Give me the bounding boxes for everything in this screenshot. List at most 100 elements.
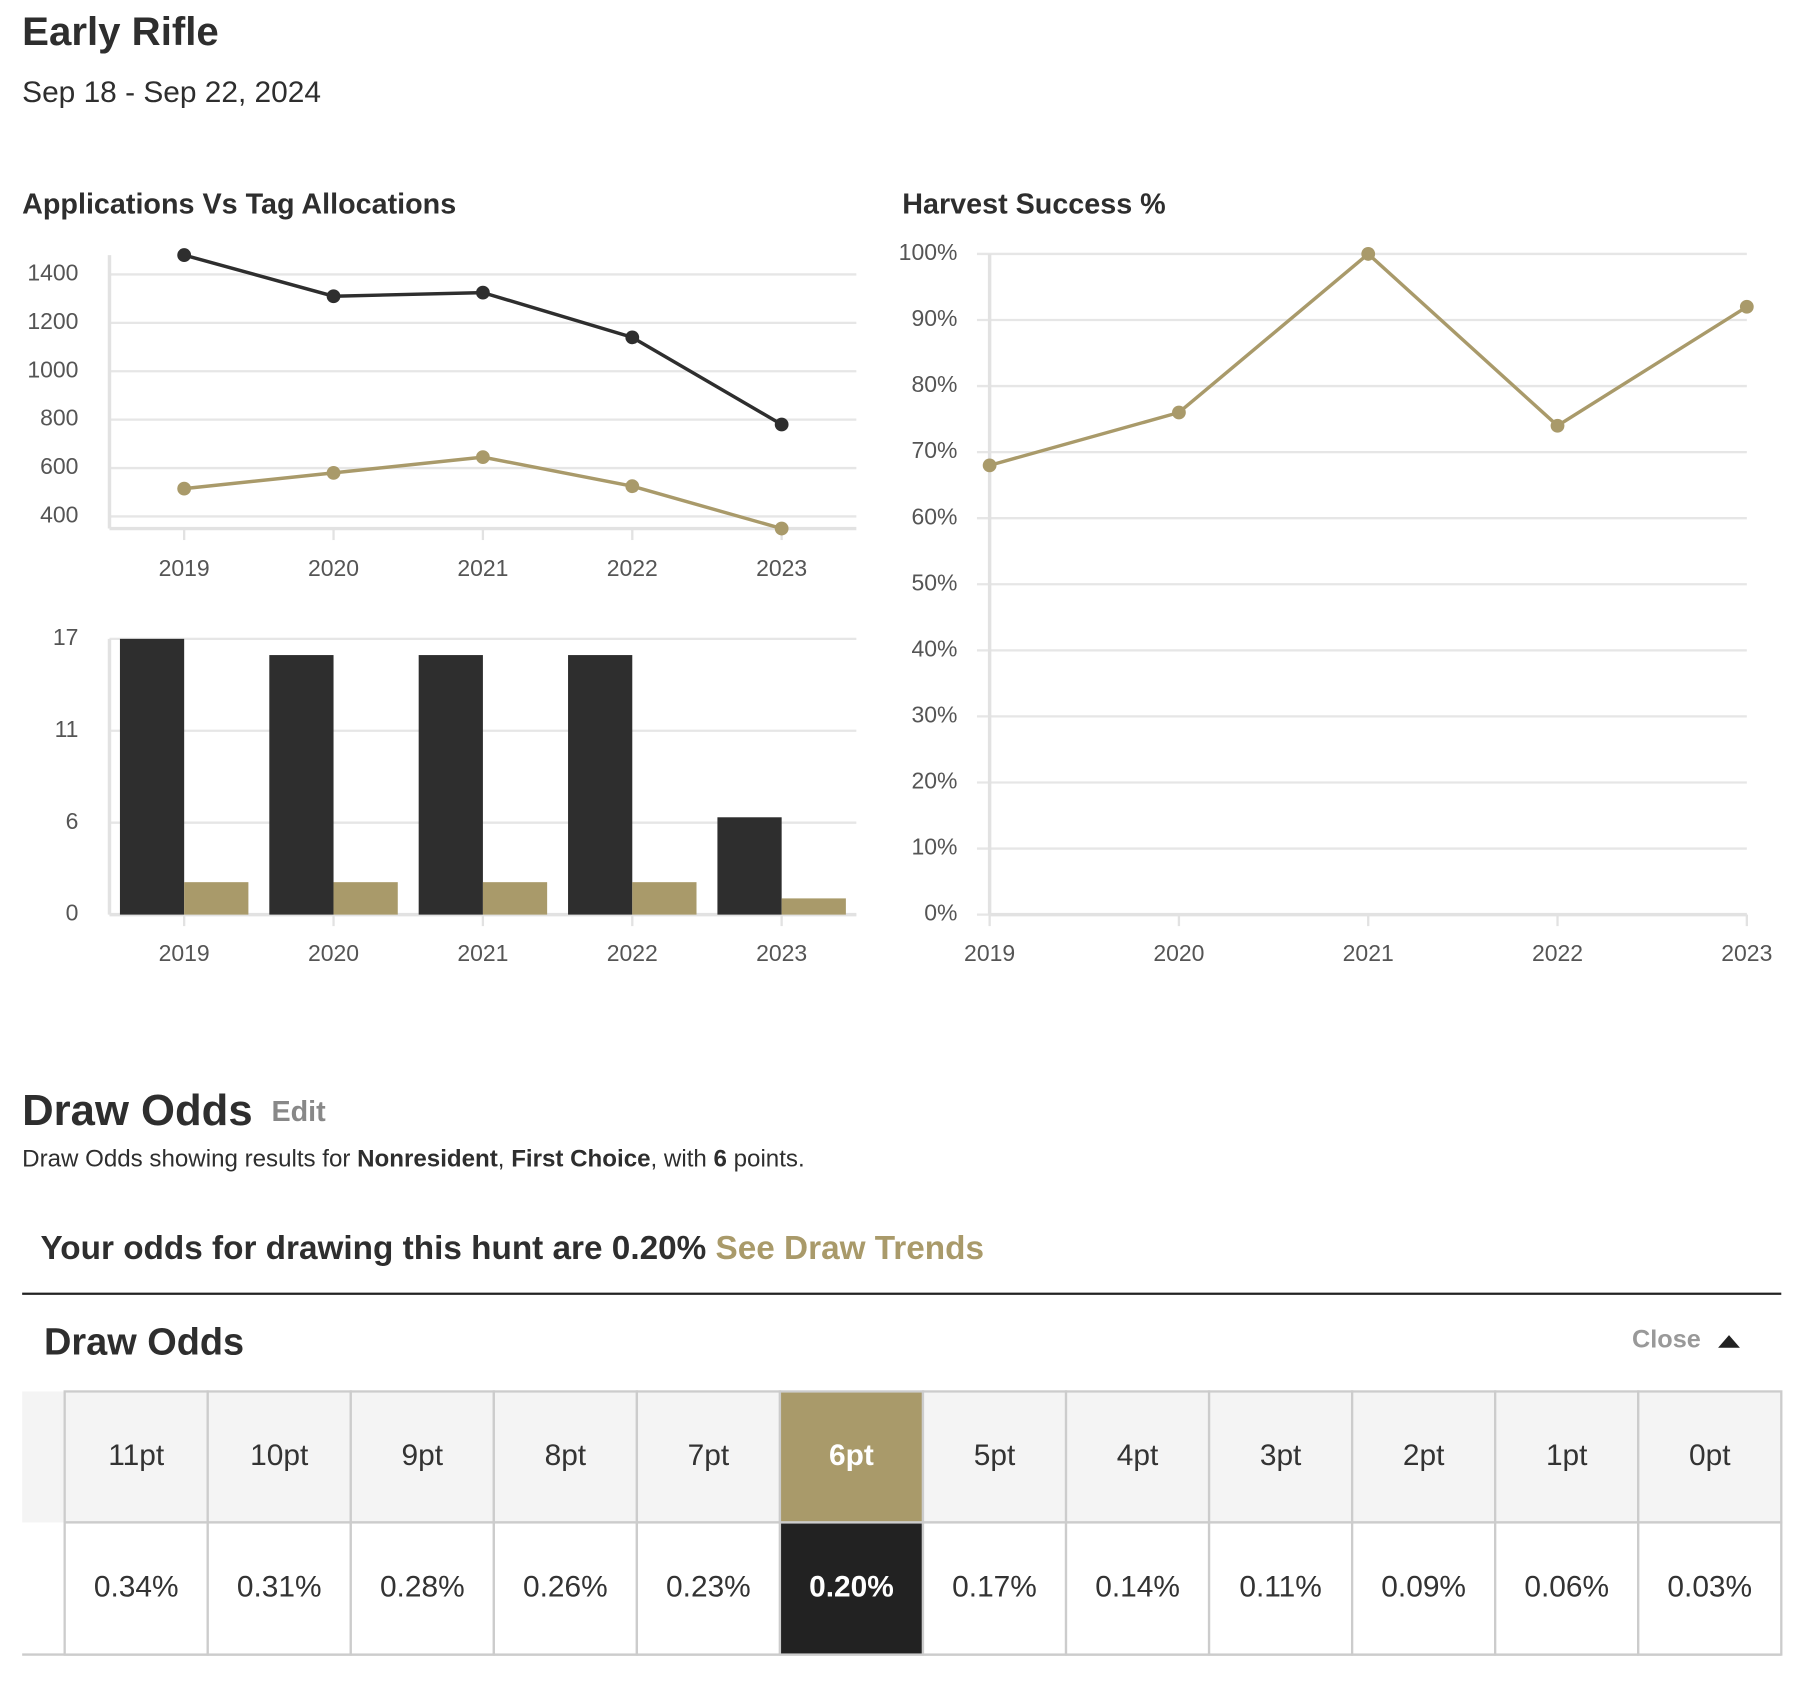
table-cell [1350,1521,1497,1656]
x-tick-label: 2020 [1153,940,1204,966]
close-button[interactable]: Close [1632,1326,1701,1354]
y-tick-label: 800 [40,405,78,431]
y-tick-label: 1400 [27,260,78,286]
odds-value: 0.20% [809,1570,894,1603]
points-header: 1pt [1546,1439,1588,1472]
data-point [177,481,192,496]
data-point [476,450,490,465]
y-tick-label: 0% [924,900,957,926]
bar [717,817,782,915]
odds-value: 0.06% [1524,1570,1609,1603]
chart-title: Harvest Success % [902,188,1165,220]
points-header: 9pt [402,1439,444,1472]
table-cell [349,1390,495,1524]
points-header: 0pt [1689,1439,1731,1472]
y-tick-label: 11 [55,716,79,742]
data-point [982,458,997,473]
odds-value: 0.11% [1239,1570,1321,1603]
odds-value: 0.28% [380,1570,465,1603]
table-cell [1064,1390,1211,1524]
y-tick-label: 6 [66,808,79,834]
bar [184,882,249,915]
table-cell [778,1521,925,1656]
odds-value: 0.14% [1095,1570,1180,1603]
description-text: , [498,1146,511,1173]
y-tick-label: 100% [899,239,958,265]
y-tick-label: 20% [911,768,957,794]
bar [568,655,633,915]
series-line [183,253,783,426]
description-text: , with [651,1146,714,1173]
data-point [774,521,789,536]
section-title: Draw Odds [22,1086,252,1135]
description-value: First Choice [511,1146,650,1173]
y-tick-label: 10% [911,834,957,860]
x-tick-label: 2022 [607,940,658,966]
table-cell [349,1521,495,1656]
data-point [1172,405,1186,420]
points-header: 3pt [1260,1439,1302,1472]
table-cell [635,1521,782,1656]
bar [482,882,548,915]
data-point [625,330,640,345]
data-point [326,289,341,304]
y-tick-label: 17 [53,624,79,650]
edit-link[interactable]: Edit [271,1096,326,1128]
y-tick-label: 1000 [27,356,78,382]
y-tick-label: 60% [911,503,957,529]
points-header: 8pt [545,1439,587,1472]
x-tick-label: 2022 [1532,940,1583,966]
close-icon[interactable] [1718,1335,1740,1348]
y-tick-label: 1200 [27,308,78,334]
points-header: 6pt [829,1439,874,1472]
y-tick-label: 0 [66,900,79,926]
points-header: 11pt [108,1439,165,1472]
description-text: Draw Odds showing results for [22,1146,357,1173]
table-cell [206,1521,352,1656]
odds-value: 0.31% [237,1570,322,1603]
hunt-title: Early Rifle [22,9,219,54]
y-tick-label: 50% [911,569,957,595]
bar [333,882,398,915]
x-tick-label: 2023 [1721,940,1772,966]
table-cell [1207,1390,1354,1524]
y-tick-label: 90% [911,305,957,331]
table-cell [1064,1521,1211,1656]
table-cell [1207,1521,1354,1656]
y-tick-label: 40% [911,635,957,661]
y-tick-label: 400 [40,502,78,528]
x-tick-label: 2019 [159,555,210,581]
table-cell [1637,1390,1783,1524]
cut-header-cell [22,1391,65,1523]
points-header: 2pt [1403,1439,1445,1472]
points-header: 10pt [250,1439,309,1472]
series-line [989,251,1748,468]
odds-text: Your odds for drawing this hunt are 0.20… [41,1230,984,1267]
x-tick-label: 2021 [457,555,508,581]
odds-value: 0.17% [952,1570,1037,1603]
points-header: 7pt [688,1439,730,1472]
description-text: points. [727,1146,805,1173]
odds-value: 0.03% [1667,1570,1752,1603]
description-value: 6 [714,1146,727,1173]
chart-title: Applications Vs Tag Allocations [22,188,456,220]
odds-value: 0.23% [666,1570,751,1603]
x-tick-label: 2020 [308,555,359,581]
x-tick-label: 2019 [159,940,210,966]
y-tick-label: 30% [911,701,957,727]
data-point [1550,418,1565,433]
bar [269,655,334,915]
table-cell [635,1390,782,1524]
trends-link[interactable]: See Draw Trends [716,1230,984,1267]
x-tick-label: 2020 [308,940,359,966]
x-tick-label: 2021 [457,940,508,966]
description-value: Nonresident [357,1146,498,1173]
bar [119,638,185,915]
y-tick-label: 600 [40,453,78,479]
data-point [177,248,192,262]
data-point [1739,299,1754,314]
y-tick-label: 70% [911,437,957,463]
data-point [774,417,789,432]
